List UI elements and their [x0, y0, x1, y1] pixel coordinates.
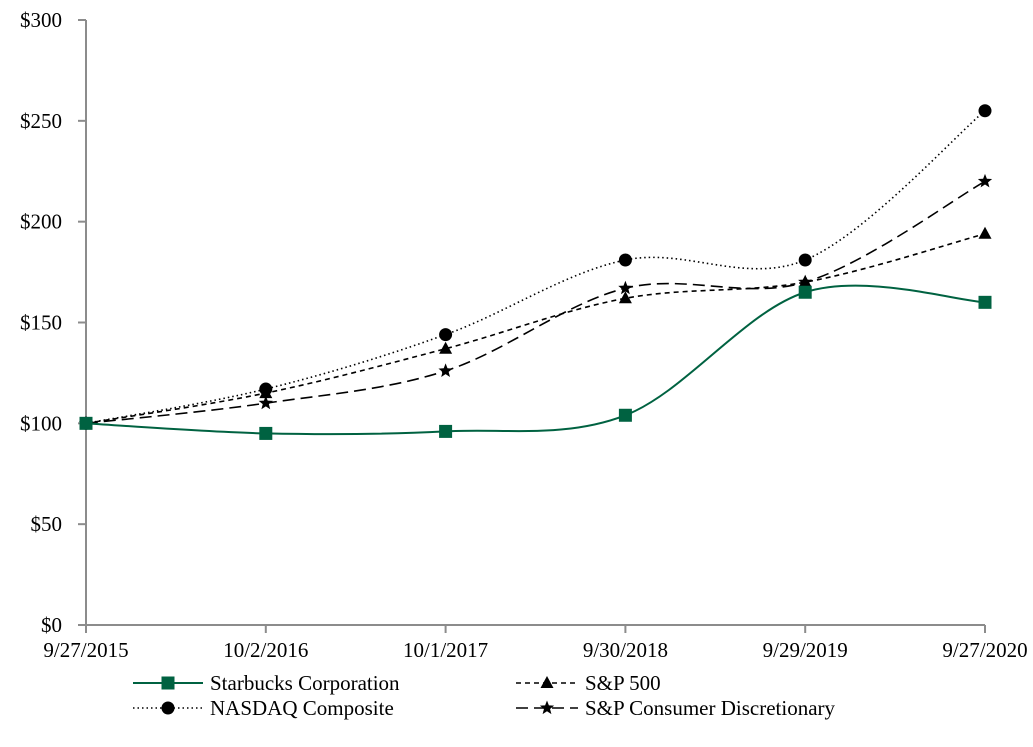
y-tick-label: $0: [41, 613, 62, 637]
data-point-nasdaq-composite: [978, 104, 992, 118]
legend-item-starbucks-corporation: Starbucks Corporation: [133, 671, 400, 695]
legend-marker-s-p-consumer-discretionary: [539, 700, 555, 715]
data-point-s-p-500: [618, 291, 632, 304]
data-point-s-p-consumer-discretionary: [438, 363, 453, 377]
legend-item-nasdaq-composite: NASDAQ Composite: [133, 696, 394, 720]
data-point-s-p-500: [978, 226, 992, 239]
y-tick-label: $100: [20, 411, 62, 435]
series-group: [78, 104, 993, 440]
data-point-s-p-consumer-discretionary: [977, 173, 993, 188]
legend: Starbucks Corporation S&P 500 NASDAQ Compo…: [133, 671, 836, 720]
series-nasdaq-composite: [79, 104, 992, 430]
legend-label-starbucks-corporation: Starbucks Corporation: [210, 671, 400, 695]
data-point-nasdaq-composite: [439, 328, 453, 342]
legend-item-s-p-consumer-discretionary: S&P Consumer Discretionary: [516, 696, 836, 720]
data-point-starbucks-corporation: [259, 426, 273, 440]
data-point-s-p-500: [439, 341, 453, 354]
legend-marker-s-p-500: [540, 676, 554, 688]
x-tick-label: 10/1/2017: [403, 638, 488, 662]
data-point-s-p-500: [259, 386, 273, 399]
legend-marker-starbucks-corporation: [161, 676, 175, 690]
series-starbucks-corporation: [79, 284, 992, 440]
y-tick-label: $300: [20, 8, 62, 32]
legend-label-s-p-500: S&P 500: [585, 671, 661, 695]
legend-label-nasdaq-composite: NASDAQ Composite: [210, 696, 394, 720]
x-tick-label: 10/2/2016: [223, 638, 308, 662]
x-tick-label: 9/27/2015: [43, 638, 128, 662]
series-s-p-500: [79, 226, 992, 429]
series-line-s-p-500: [85, 232, 986, 425]
series-line-s-p-consumer-discretionary: [85, 180, 986, 425]
data-point-nasdaq-composite: [618, 253, 632, 267]
data-point-starbucks-corporation: [618, 408, 632, 422]
legend-label-s-p-consumer-discretionary: S&P Consumer Discretionary: [585, 696, 836, 720]
x-tick-label: 9/29/2019: [763, 638, 848, 662]
x-tick-label: 9/27/2020: [942, 638, 1027, 662]
data-point-starbucks-corporation: [439, 424, 453, 438]
data-point-starbucks-corporation: [978, 295, 992, 309]
tick-marks: [78, 19, 986, 633]
data-point-nasdaq-composite: [798, 253, 812, 267]
y-tick-label: $200: [20, 210, 62, 234]
data-point-starbucks-corporation: [79, 416, 93, 430]
legend-item-s-p-500: S&P 500: [516, 671, 661, 695]
data-point-s-p-consumer-discretionary: [798, 274, 813, 289]
data-point-s-p-consumer-discretionary: [618, 280, 633, 295]
y-tick-label: $50: [31, 512, 63, 536]
x-tick-labels: 9/27/2015 10/2/2016 10/1/2017 9/30/2018 9/29…: [43, 638, 1027, 662]
series-line-starbucks-corporation: [85, 284, 986, 436]
series-s-p-consumer-discretionary: [78, 173, 993, 430]
data-point-starbucks-corporation: [798, 285, 812, 299]
y-tick-label: $150: [20, 311, 62, 335]
legend-marker-nasdaq-composite: [161, 701, 175, 715]
data-point-s-p-consumer-discretionary: [258, 395, 273, 410]
y-tick-label: $250: [20, 109, 62, 133]
y-tick-labels: $0 $50 $100 $150 $200 $250 $300: [20, 8, 62, 637]
series-line-nasdaq-composite: [85, 110, 986, 425]
x-tick-label: 9/30/2018: [583, 638, 668, 662]
